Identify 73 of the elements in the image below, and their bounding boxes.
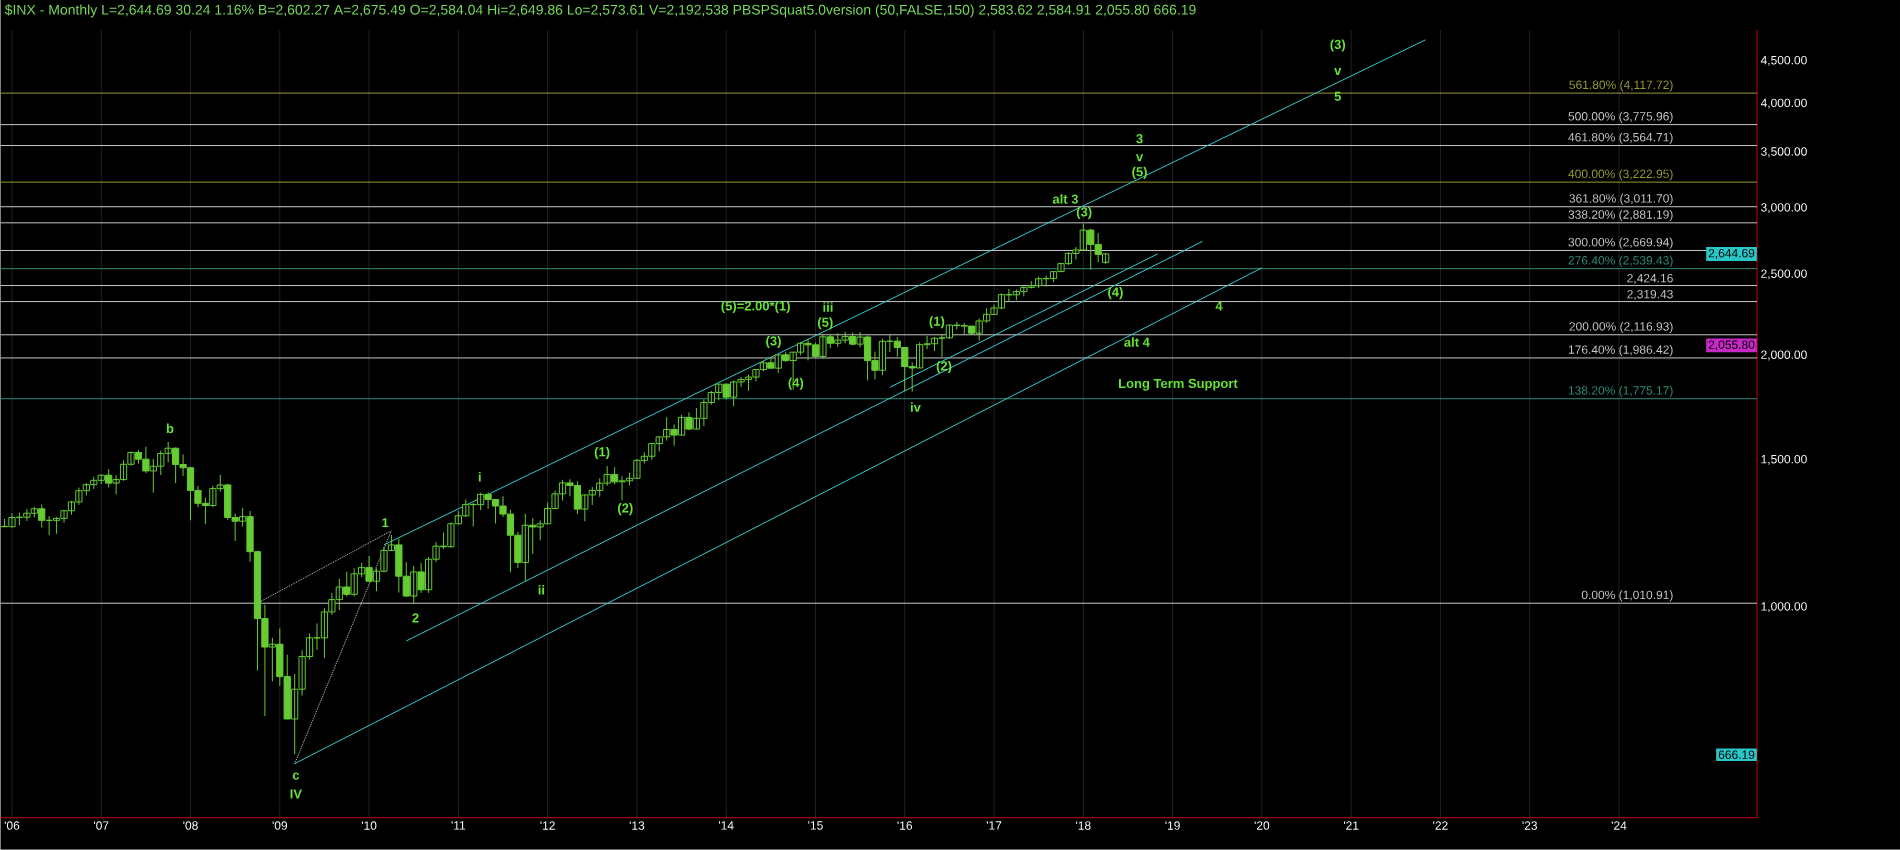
x-tick-label: '24 [1611,821,1627,830]
y-tick-label: 4,000.00 [1760,98,1807,109]
ref-line-label: 276.40% (2,539.43) [1568,255,1673,268]
ref-line-label: 400.00% (3,222.95) [1568,169,1673,181]
y-tick-label: 4,500.00 [1760,56,1807,66]
ref-line-label: 561.80% (4,117.72) [1569,80,1673,92]
annotation: (2) [936,361,952,374]
ref-line-label: 500.00% (3,775.96) [1568,111,1673,124]
ref-line-label: 138.20% (1,775.17) [1568,385,1673,398]
annotation: (1) [594,446,610,460]
annotation: 2 [412,613,419,623]
annotation: (3) [1330,39,1346,52]
annotation: iv [910,402,921,412]
x-tick-label: '16 [897,821,913,830]
ref-line-label: 2,319.43 [1627,290,1673,300]
annotation: (3) [766,336,781,349]
x-tick-label: '21 [1343,821,1359,830]
ref-line-label: 2,424.16 [1627,274,1673,284]
annotation: c [292,772,300,780]
annotation: 3 [1136,134,1143,144]
annotation: (2) [618,503,633,516]
ref-line-label: 176.40% (1,986.42) [1568,345,1673,357]
x-tick-label: '19 [1165,821,1180,830]
annotation: alt 3 [1052,194,1078,204]
annotation: 2,644.69 [1708,249,1755,259]
ref-line-label: 338.20% (2,881.19) [1568,210,1673,222]
annotation: (4) [1108,287,1123,300]
annotation: i [478,472,481,482]
y-tick-label: 3,500.00 [1761,147,1807,158]
annotation: IV [290,789,302,799]
x-tick-label: '06 [4,821,20,830]
annotation: v [1135,154,1144,162]
x-tick-label: '07 [94,821,109,830]
annotation: (3) [1076,207,1092,220]
y-tick-label: 1,500.00 [1761,455,1807,465]
annotation: 5 [1334,91,1342,102]
x-tick-label: '20 [1254,821,1270,830]
x-tick-label: '15 [808,821,823,830]
annotation: Long Term Support [1119,378,1238,391]
x-tick-label: '18 [1076,821,1091,830]
x-tick-label: '12 [540,821,555,830]
x-tick-label: '11 [451,821,466,830]
annotation: 4 [1215,301,1223,311]
y-tick-label: 1,000.00 [1761,602,1807,613]
x-tick-label: '08 [183,821,198,830]
x-tick-label: '22 [1433,821,1448,830]
y-tick-label: 2,000.00 [1761,350,1807,361]
annotation: iii [823,302,833,312]
x-tick-label: '09 [272,821,288,830]
x-tick-label: '17 [986,821,1002,830]
ref-line-label: 300.00% (2,669.94) [1568,237,1673,249]
annotation: (5) [1132,166,1147,180]
y-tick-label: 3,000.00 [1761,203,1807,214]
x-tick-label: '13 [629,821,645,830]
annotation: 2,055.80 [1708,340,1755,351]
annotation: b [166,423,174,434]
x-tick-label: '10 [361,821,377,830]
ref-line-label: 461.80% (3,564.71) [1568,132,1673,144]
y-tick-label: 2,500.00 [1761,269,1807,280]
annotation: (5)=2.00*(1) [721,301,790,314]
ref-line-label: 361.80% (3,011.70) [1569,193,1673,206]
annotation: 1 [382,518,389,528]
ref-line-label: 0.00% (1,010.91) [1581,590,1673,602]
annotation: v [1334,68,1342,76]
annotation: (1) [929,316,945,329]
x-tick-label: '23 [1522,821,1537,830]
chart-title: $INX - Monthly L=2,644.69 30.24 1.16% B=2,602.27 A=2,675.49 O=2,584.04 Hi=2,649.86 Lo=2,573.61 V=2,192,538 PBSPSquat5.0version (50,FALSE,150) 2,583.62 2,584.91 2,055.80 666.19 [4,4,1196,18]
ref-line-label: 200.00% (2,116.93) [1569,322,1673,334]
annotation: alt 4 [1124,337,1150,347]
annotation: (5) [818,317,833,330]
x-tick-label: '14 [718,821,734,830]
annotation: 666.19 [1718,750,1755,760]
annotation: ii [538,585,545,595]
